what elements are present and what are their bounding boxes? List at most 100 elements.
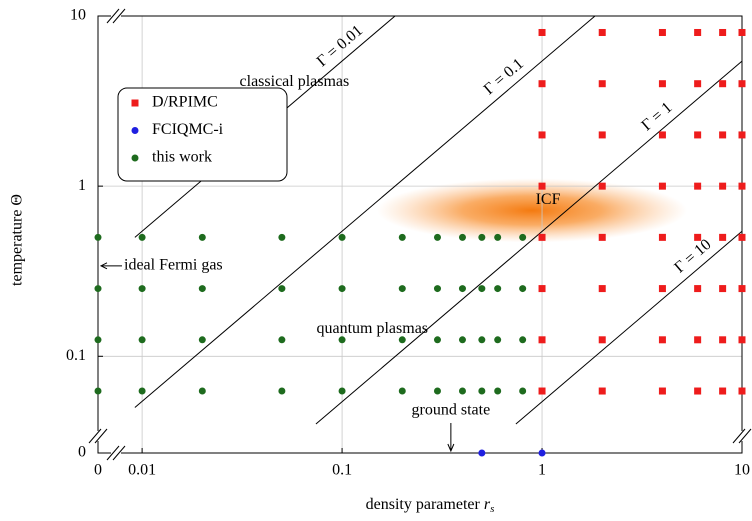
gamma-label: Γ = 1	[638, 99, 675, 134]
x-axis-label-var: r	[484, 496, 491, 513]
data-point	[398, 233, 406, 241]
gamma-label: Γ = 10	[671, 236, 714, 276]
data-point	[478, 285, 486, 293]
legend-marker	[131, 154, 139, 162]
data-point	[719, 387, 727, 395]
data-point	[458, 387, 466, 395]
data-point	[458, 336, 466, 344]
data-point	[538, 285, 546, 293]
data-point	[719, 182, 727, 190]
data-point	[719, 336, 727, 344]
gamma-line	[315, 60, 743, 425]
data-point	[598, 80, 606, 88]
legend-marker	[131, 127, 139, 134]
data-point	[94, 336, 102, 344]
y-tick-label: 0	[78, 444, 86, 461]
data-point	[598, 233, 606, 241]
data-point	[738, 131, 746, 139]
data-point	[694, 28, 702, 36]
data-point	[278, 285, 286, 293]
data-point	[398, 336, 406, 344]
data-point	[538, 233, 546, 241]
legend-label: FCIQMC-i	[152, 121, 224, 138]
data-point	[738, 233, 746, 241]
axis-break	[106, 8, 126, 24]
annotation: quantum plasmas	[316, 320, 428, 337]
data-point	[494, 233, 502, 241]
data-point	[658, 285, 666, 293]
data-point	[519, 387, 527, 395]
axis-break-mark	[732, 428, 746, 444]
data-point	[738, 285, 746, 293]
data-point	[278, 233, 286, 241]
data-point	[478, 233, 486, 241]
data-point	[719, 80, 727, 88]
legend: D/RPIMC FCIQMC-i this work	[117, 87, 288, 182]
data-point	[598, 131, 606, 139]
data-point	[738, 28, 746, 36]
data-point	[138, 233, 146, 241]
icf-region	[377, 178, 688, 243]
data-point	[478, 387, 486, 395]
data-point	[138, 387, 146, 395]
y-tick-label: 0.1	[66, 347, 86, 364]
y-tick-label: 1	[78, 177, 86, 194]
data-point	[433, 336, 441, 344]
data-point	[598, 285, 606, 293]
legend-label: this work	[152, 149, 212, 166]
data-point	[538, 387, 546, 395]
data-point	[398, 387, 406, 395]
axis-break-gap	[111, 447, 121, 459]
data-point	[338, 233, 346, 241]
x-axis-label: density parameter rs	[366, 496, 495, 515]
data-point	[433, 387, 441, 395]
data-point	[338, 336, 346, 344]
gamma-label: Γ = 0.1	[481, 55, 527, 98]
data-point	[138, 336, 146, 344]
data-point	[658, 233, 666, 241]
axis-break-mark	[738, 428, 752, 444]
axis-break-gap	[111, 10, 121, 22]
data-point	[94, 387, 102, 395]
data-point	[519, 233, 527, 241]
data-point	[198, 387, 206, 395]
data-point	[538, 80, 546, 88]
annotation: ICF	[536, 191, 561, 208]
x-tick-label: 1	[538, 462, 546, 479]
data-point	[738, 387, 746, 395]
x-tick-label: 0.1	[332, 462, 352, 479]
data-point	[598, 336, 606, 344]
y-tick-label: 10	[70, 7, 86, 24]
y-axis-label: temperature Θ	[9, 194, 26, 286]
axis-break-mark	[106, 445, 120, 461]
data-point	[198, 233, 206, 241]
data-point	[138, 285, 146, 293]
axis-break-mark	[106, 8, 120, 24]
axis-break-gap	[736, 431, 748, 441]
data-point	[694, 182, 702, 190]
annotation: ground state	[412, 402, 491, 419]
data-point	[719, 233, 727, 241]
axis-break	[106, 445, 126, 461]
data-point	[338, 285, 346, 293]
data-point	[198, 285, 206, 293]
data-point	[538, 336, 546, 344]
axis-break-mark	[88, 428, 102, 444]
data-point	[433, 285, 441, 293]
data-point	[478, 449, 486, 457]
data-point	[538, 182, 546, 190]
axis-break	[732, 428, 752, 444]
data-point	[538, 131, 546, 139]
x-axis-label-sub: s	[490, 503, 494, 515]
data-point	[694, 387, 702, 395]
data-point	[94, 285, 102, 293]
data-point	[433, 233, 441, 241]
data-point	[738, 182, 746, 190]
data-point	[719, 285, 727, 293]
x-tick-label: 0.01	[128, 462, 156, 479]
data-point	[398, 285, 406, 293]
axis-break-mark	[94, 428, 108, 444]
data-point	[519, 336, 527, 344]
data-point	[278, 387, 286, 395]
data-point	[738, 336, 746, 344]
